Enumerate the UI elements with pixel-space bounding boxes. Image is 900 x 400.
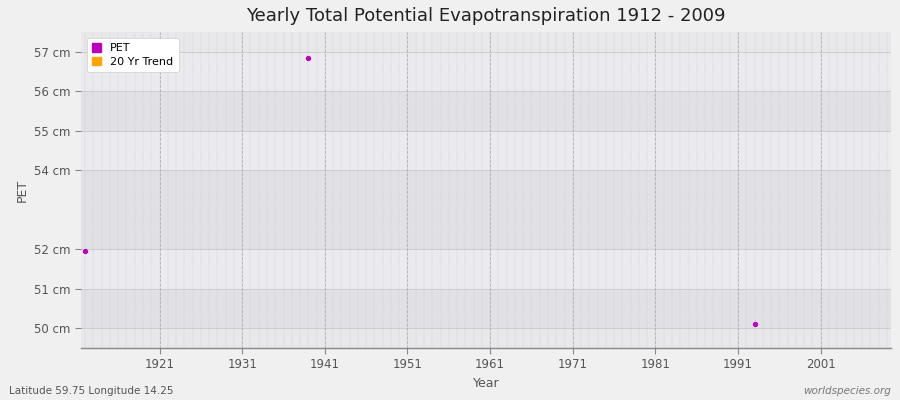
X-axis label: Year: Year	[472, 377, 500, 390]
Bar	[81, 91, 891, 131]
Bar	[81, 249, 891, 289]
Bar	[81, 170, 891, 249]
Text: Latitude 59.75 Longitude 14.25: Latitude 59.75 Longitude 14.25	[9, 386, 174, 396]
Bar	[81, 131, 891, 170]
Title: Yearly Total Potential Evapotranspiration 1912 - 2009: Yearly Total Potential Evapotranspiratio…	[247, 7, 725, 25]
Point	[747, 321, 761, 328]
Bar	[81, 52, 891, 91]
Text: worldspecies.org: worldspecies.org	[803, 386, 891, 396]
Bar	[81, 289, 891, 328]
Point	[302, 54, 316, 61]
Legend: PET, 20 Yr Trend: PET, 20 Yr Trend	[86, 38, 178, 72]
Point	[78, 248, 93, 254]
Y-axis label: PET: PET	[15, 178, 29, 202]
